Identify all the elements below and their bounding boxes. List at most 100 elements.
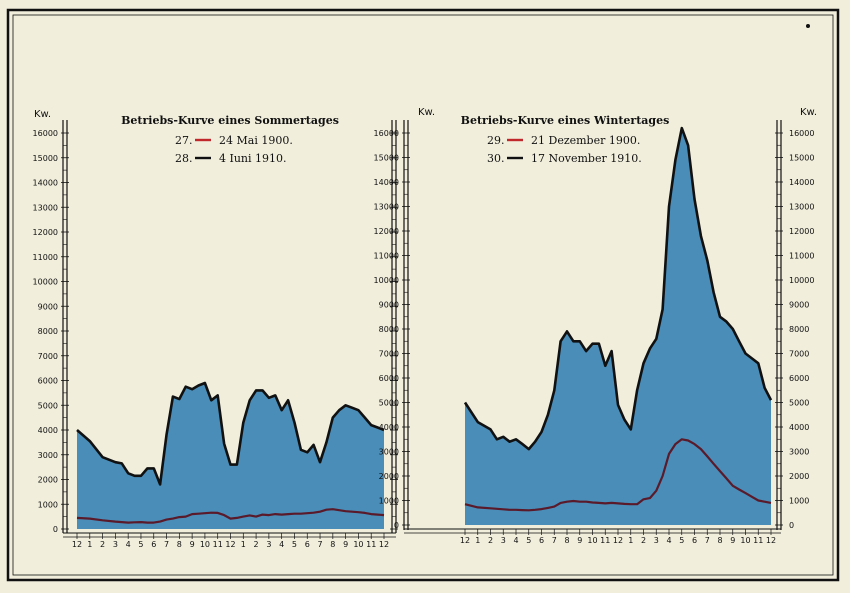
- x-tick-label: 8: [330, 540, 335, 549]
- x-tick-label: 12: [460, 536, 470, 545]
- x-tick-label: 3: [266, 540, 271, 549]
- legend-number: 29.: [487, 134, 505, 147]
- inner-frame: [12, 14, 834, 576]
- y-tick-label: 10000: [374, 276, 399, 285]
- y-tick-label-right: 13000: [789, 203, 814, 212]
- legend-label: 24 Mai 1900.: [219, 134, 293, 147]
- x-tick-label: 1: [241, 540, 246, 549]
- x-tick-label: 12: [766, 536, 776, 545]
- y-tick-label: 13000: [33, 203, 58, 212]
- x-tick-label: 6: [539, 536, 544, 545]
- y-axis-unit: Kw.: [418, 107, 435, 118]
- y-tick-label: 8000: [38, 327, 58, 336]
- y-tick-label-right: 2000: [789, 472, 809, 481]
- y-tick-label-right: 16000: [789, 129, 814, 138]
- y-tick-label: 8000: [379, 325, 399, 334]
- outer-frame: [6, 8, 840, 582]
- y-tick-label-right: 14000: [789, 178, 814, 187]
- y-tick-label-right: 10000: [789, 276, 814, 285]
- x-tick-label: 9: [730, 536, 735, 545]
- series-line-recent: [463, 126, 773, 451]
- y-tick-label: 12000: [374, 227, 399, 236]
- legend-label: 4 Iuni 1910.: [219, 152, 287, 165]
- y-tick-label-right: 8000: [789, 325, 809, 334]
- y-tick-label: 2000: [38, 476, 58, 485]
- x-tick-label: 10: [740, 536, 750, 545]
- x-tick-label: 6: [692, 536, 697, 545]
- y-tick-label-right: 4000: [789, 423, 809, 432]
- y-tick-label: 7000: [379, 350, 399, 359]
- x-tick-label: 4: [126, 540, 131, 549]
- x-tick-label: 5: [292, 540, 297, 549]
- y-axis-unit-right: Kw.: [800, 107, 817, 118]
- y-tick-label: 11000: [374, 252, 399, 261]
- legend-label: 17 November 1910.: [531, 152, 642, 165]
- x-tick-label: 11: [600, 536, 610, 545]
- x-tick-label: 4: [666, 536, 671, 545]
- y-tick-label: 15000: [33, 154, 58, 163]
- x-tick-label: 4: [279, 540, 284, 549]
- y-tick-label-right: 5000: [789, 399, 809, 408]
- x-tick-label: 8: [177, 540, 182, 549]
- x-tick-label: 10: [353, 540, 363, 549]
- y-tick-label: 0: [394, 521, 399, 530]
- y-tick-label: 5000: [379, 399, 399, 408]
- legend-number: 27.: [175, 134, 193, 147]
- y-tick-label: 1000: [379, 497, 399, 506]
- y-tick-label: 14000: [374, 178, 399, 187]
- x-tick-label: 3: [113, 540, 118, 549]
- y-tick-label-right: 9000: [789, 301, 809, 310]
- summer-chart: 0100020003000400050006000700080009000100…: [33, 109, 398, 549]
- x-tick-label: 3: [654, 536, 659, 545]
- x-tick-label: 11: [366, 540, 376, 549]
- area-fill-series: [465, 128, 771, 525]
- x-tick-label: 1: [628, 536, 633, 545]
- x-tick-label: 10: [587, 536, 597, 545]
- y-tick-label: 4000: [38, 426, 58, 435]
- y-tick-label: 1000: [38, 500, 58, 509]
- series-line-old: [76, 508, 385, 524]
- y-tick-label: 0: [53, 525, 58, 534]
- chart-title: Betriebs-Kurve eines Wintertages: [461, 114, 670, 127]
- x-tick-label: 2: [488, 536, 493, 545]
- y-tick-label: 3000: [379, 448, 399, 457]
- y-tick-label-right: 12000: [789, 227, 814, 236]
- y-tick-label: 15000: [374, 154, 399, 163]
- y-tick-label-right: 3000: [789, 448, 809, 457]
- x-tick-label: 7: [164, 540, 169, 549]
- y-tick-label-right: 15000: [789, 154, 814, 163]
- y-tick-label-right: 1000: [789, 497, 809, 506]
- x-tick-label: 1: [87, 540, 92, 549]
- y-tick-label: 11000: [33, 253, 58, 262]
- y-tick-label: 9000: [38, 302, 58, 311]
- x-tick-label: 11: [213, 540, 223, 549]
- x-tick-label: 4: [513, 536, 518, 545]
- y-tick-label: 12000: [33, 228, 58, 237]
- y-tick-label-right: 0: [789, 521, 794, 530]
- x-tick-label: 11: [753, 536, 763, 545]
- y-tick-label: 9000: [379, 301, 399, 310]
- y-tick-label: 13000: [374, 203, 399, 212]
- x-tick-label: 7: [317, 540, 322, 549]
- x-tick-label: 12: [379, 540, 389, 549]
- x-tick-label: 7: [552, 536, 557, 545]
- x-tick-label: 3: [501, 536, 506, 545]
- x-tick-label: 9: [577, 536, 582, 545]
- y-tick-label: 5000: [38, 401, 58, 410]
- x-tick-label: 6: [305, 540, 310, 549]
- legend-number: 28.: [175, 152, 193, 165]
- winter-chart: 0 0 1000 1000 2000 2000 3000 3000 4000 4000 5000 50…: [374, 107, 817, 545]
- y-tick-label: 7000: [38, 352, 58, 361]
- x-tick-label: 6: [151, 540, 156, 549]
- y-tick-label-right: 6000: [789, 374, 809, 383]
- legend-number: 30.: [487, 152, 505, 165]
- x-tick-label: 8: [564, 536, 569, 545]
- x-tick-label: 12: [225, 540, 235, 549]
- y-tick-label: 16000: [33, 129, 58, 138]
- y-tick-label-right: 7000: [789, 350, 809, 359]
- y-tick-label: 3000: [38, 451, 58, 460]
- x-tick-label: 12: [72, 540, 82, 549]
- x-tick-label: 2: [100, 540, 105, 549]
